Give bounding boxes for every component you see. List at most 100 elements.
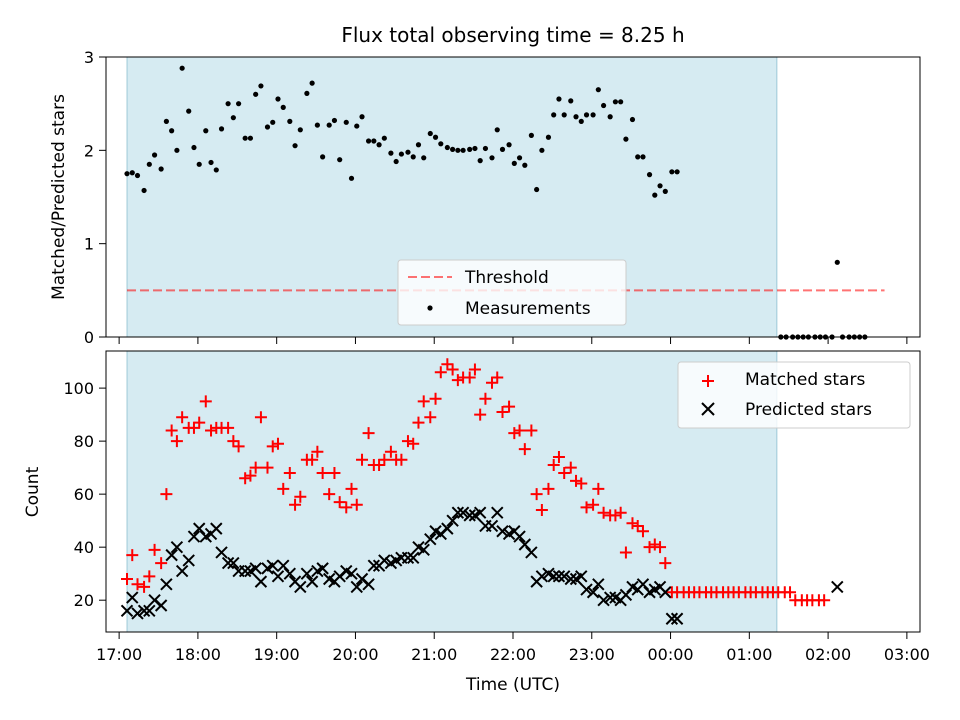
predicted-star-point — [271, 570, 285, 583]
measurement-point — [438, 141, 444, 147]
matched-star-point — [333, 496, 346, 509]
predicted-star-point — [227, 556, 240, 570]
predicted-star-point — [665, 612, 679, 625]
matched-star-point — [283, 466, 296, 479]
predicted-star-point — [441, 522, 454, 535]
measurement-point — [230, 115, 236, 121]
legend-predicted-swatch — [701, 402, 715, 416]
matched-star-point — [289, 498, 302, 511]
measurement-point — [253, 91, 259, 97]
measurement-point — [343, 119, 349, 125]
predicted-star-point — [165, 548, 178, 562]
bottom-ylabel: Count — [23, 466, 43, 517]
measurement-point — [331, 117, 338, 124]
top-axes-frame — [105, 56, 921, 338]
matched-star-point — [592, 482, 605, 495]
matched-star-point — [356, 453, 369, 466]
matched-star-point — [328, 466, 341, 479]
matched-star-point — [316, 466, 329, 479]
matched-star-point — [294, 490, 307, 503]
predicted-star-point — [659, 586, 672, 599]
matched-star-point — [535, 504, 548, 517]
predicted-star-point — [446, 514, 459, 527]
predicted-star-point — [305, 575, 319, 588]
bottom-xlabel: Time (UTC) — [465, 675, 560, 695]
matched-star-point — [176, 411, 189, 424]
measurement-point — [151, 152, 158, 158]
predicted-star-point — [456, 506, 470, 519]
predicted-star-point — [160, 578, 173, 591]
matched-star-point — [570, 474, 583, 487]
measurement-point — [320, 154, 326, 160]
measurement-point — [472, 145, 478, 152]
top-ytick-label: 0 — [84, 328, 94, 347]
measurement-point — [326, 122, 332, 128]
measurement-point — [629, 116, 636, 123]
predicted-star-point — [362, 578, 375, 591]
top-legend-box — [397, 259, 627, 326]
predicted-star-point — [221, 556, 235, 570]
bottom-xtick-label: 00:00 — [647, 645, 693, 664]
matched-star-point — [609, 509, 622, 522]
matched-star-point — [587, 498, 600, 511]
measurement-point — [534, 186, 540, 193]
matched-star-point — [266, 440, 279, 453]
measurement-point — [242, 135, 248, 141]
measurement-point — [674, 169, 680, 175]
matched-star-point — [227, 435, 240, 448]
matched-star-point — [503, 400, 516, 413]
predicted-star-point — [525, 546, 538, 559]
measurement-point — [556, 96, 562, 102]
measurement-point — [146, 161, 152, 167]
bottom-xtick-label: 18:00 — [175, 645, 221, 664]
measurement-point — [405, 149, 411, 155]
measurement-point — [590, 112, 596, 118]
matched-star-point — [384, 445, 397, 458]
bottom-ytick-label: 20 — [74, 591, 94, 610]
predicted-star-point — [564, 572, 577, 586]
matched-star-point — [558, 466, 571, 479]
bottom-legend: Matched stars Predicted stars — [677, 361, 911, 429]
measurement-point — [499, 146, 506, 152]
matched-star-point — [143, 570, 156, 583]
matched-star-point — [232, 440, 245, 453]
measurement-point — [415, 142, 422, 148]
predicted-star-point — [378, 554, 391, 567]
matched-star-point — [542, 482, 555, 495]
predicted-star-point — [670, 612, 684, 625]
bottom-yaxis: 20 40 60 80 100 — [63, 379, 106, 610]
matched-star-point — [311, 445, 324, 458]
matched-star-point — [401, 435, 414, 448]
predicted-star-point — [254, 575, 268, 588]
measurement-point — [236, 101, 242, 107]
measurement-point — [371, 138, 377, 144]
top-xaxis — [118, 337, 908, 344]
measurement-point — [652, 192, 658, 198]
matched-star-point — [580, 501, 593, 514]
predicted-star-point — [131, 607, 144, 620]
measurement-point — [203, 128, 209, 134]
bottom-panel: 20 40 60 80 100 17:00 18:00 19:00 20:00 21:00 22:… — [23, 350, 930, 695]
bottom-xtick-label: 22:00 — [490, 645, 536, 664]
measurement-point — [297, 127, 303, 133]
measurement-point — [179, 65, 185, 71]
predicted-star-point — [249, 562, 262, 575]
measurement-point — [545, 134, 552, 140]
matched-star-point — [155, 557, 168, 570]
matched-star-point — [244, 469, 257, 482]
measurement-point — [618, 99, 624, 105]
predicted-star-point — [182, 554, 195, 567]
measurement-point — [662, 188, 668, 194]
bottom-xtick-label: 03:00 — [884, 645, 930, 664]
predicted-star-point — [424, 533, 437, 546]
measurement-point — [376, 142, 382, 148]
matched-star-point — [306, 453, 319, 466]
measurement-point — [359, 114, 365, 120]
measurement-point — [551, 112, 557, 118]
matched-star-point — [429, 392, 442, 405]
predicted-star-point — [401, 551, 415, 564]
measurement-point — [568, 98, 574, 104]
matched-star-point — [451, 374, 464, 387]
matched-star-point — [547, 458, 560, 471]
measurement-point — [427, 130, 433, 137]
